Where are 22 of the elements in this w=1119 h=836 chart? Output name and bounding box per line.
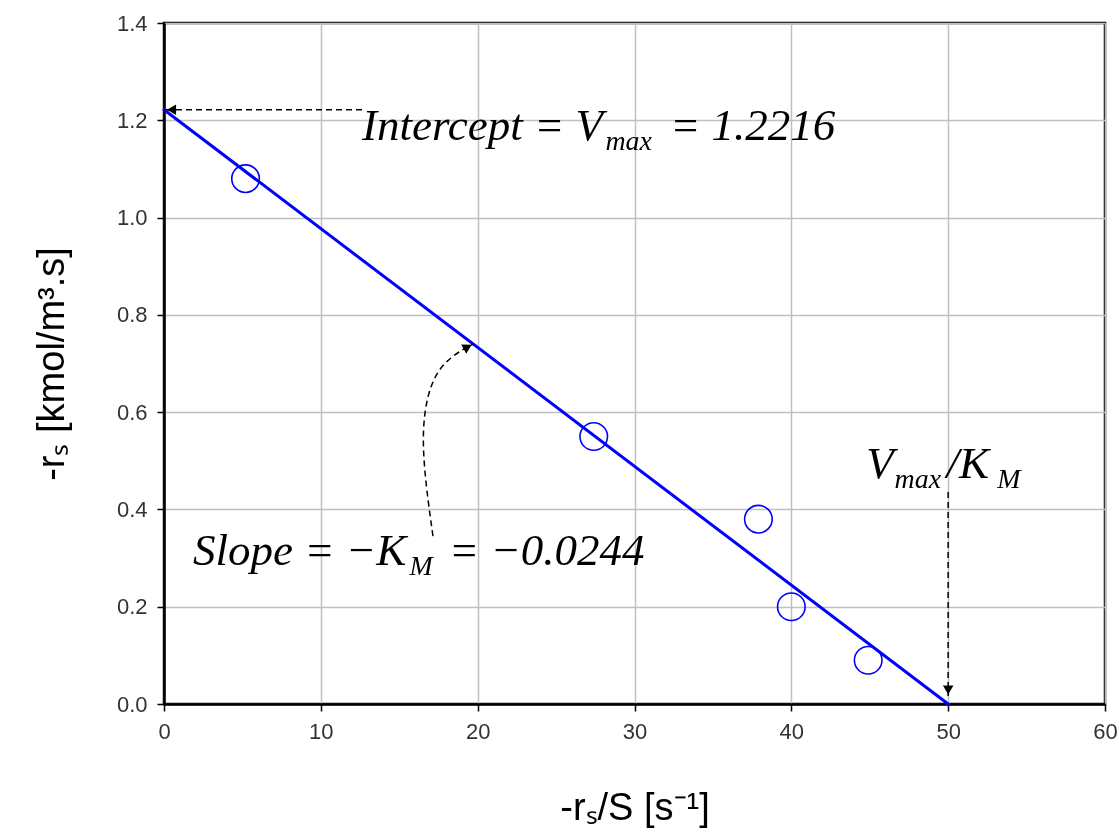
point — [853, 645, 883, 675]
y-tick-label: 0.8 — [116, 302, 148, 328]
x-tick-label: 30 — [622, 718, 648, 744]
point — [776, 592, 806, 622]
x-tick-label: 40 — [779, 718, 805, 744]
y-axis-title: -rₛ [kmol/m³.s] — [29, 247, 72, 481]
x-tick-label: 0 — [158, 718, 171, 744]
x-tick-label: 20 — [465, 718, 491, 744]
y-tick-label: 1.2 — [116, 107, 148, 133]
point — [743, 504, 773, 534]
x-tick-label: 10 — [309, 718, 334, 744]
x-tick-label: 60 — [1093, 718, 1118, 744]
point — [579, 421, 609, 452]
point — [230, 164, 261, 194]
x-axis-title: -rₛ/S [s⁻¹] — [560, 785, 710, 828]
y-tick-label: 0.6 — [116, 399, 148, 425]
y-tick-label: 0.2 — [116, 594, 148, 620]
y-tick-label: 1.0 — [116, 205, 148, 231]
y-tick-label: 0.0 — [116, 691, 148, 717]
y-tick-label: 1.4 — [116, 10, 148, 36]
x-tick-label: 50 — [936, 718, 961, 744]
y-tick-label: 0.4 — [116, 496, 148, 522]
